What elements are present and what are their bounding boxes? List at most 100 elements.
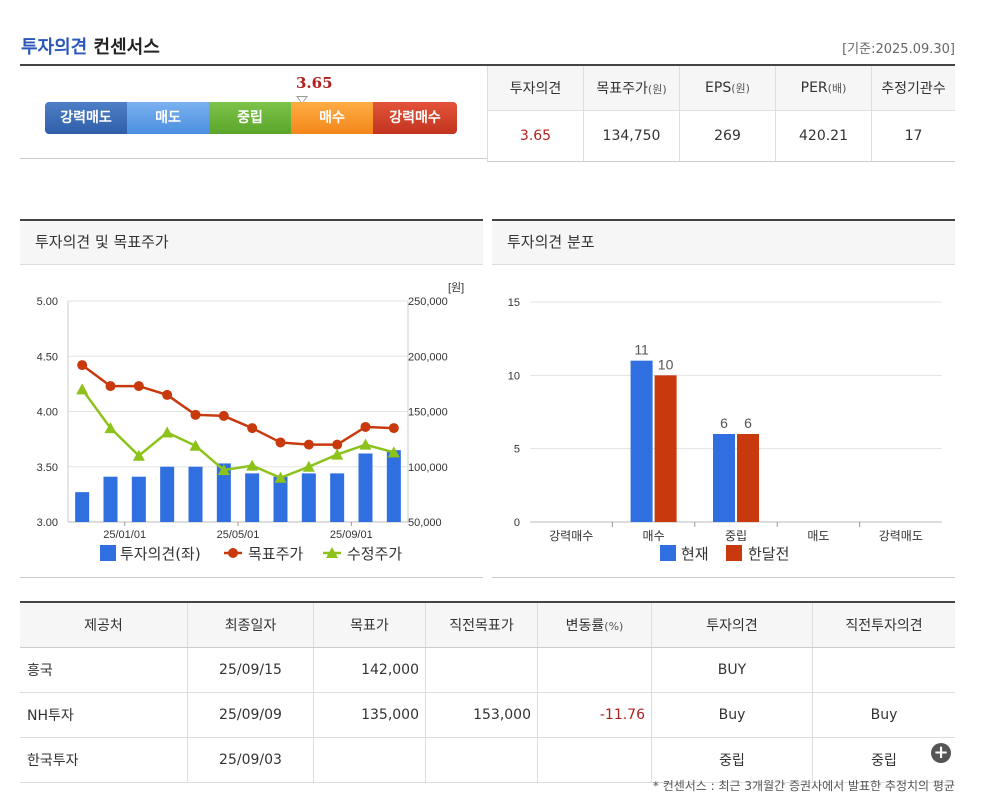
cell-change <box>537 647 652 693</box>
opinion-bar <box>75 492 90 522</box>
adjusted-price-point <box>302 460 315 472</box>
gauge-marker-inner <box>298 97 306 103</box>
legend-month-ago-label: 한달전 <box>748 545 789 563</box>
left-axis-tick-label: 5.00 <box>37 296 58 308</box>
expand-plus-icon[interactable]: + <box>931 743 951 763</box>
legend-target-point <box>228 548 238 558</box>
y-tick-label: 10 <box>508 370 520 382</box>
adjusted-price-point <box>76 383 89 395</box>
page-title-main: 투자의견 <box>21 37 88 58</box>
target-price-point <box>388 423 399 434</box>
target-price-point <box>247 423 258 434</box>
adjusted-price-point <box>359 438 372 450</box>
cell-opinion: Buy <box>651 692 813 738</box>
cell-change <box>537 737 652 783</box>
target-price-point <box>275 437 286 448</box>
cell-target: 135,000 <box>313 692 426 738</box>
col-change-unit: (%) <box>604 620 624 633</box>
gauge-divider <box>20 158 487 159</box>
opinion-bar <box>330 473 345 522</box>
target-price-point <box>133 381 144 392</box>
distribution-bar <box>713 434 735 522</box>
reference-date: [기준:2025.09.30] <box>842 42 955 57</box>
category-label: 매수 <box>643 529 665 543</box>
category-label: 중립 <box>725 529 747 543</box>
cell-prev-opinion: 중립 <box>812 737 955 783</box>
x-tick-label: 25/05/01 <box>217 529 260 541</box>
opinion-bar <box>103 476 118 522</box>
opinion-target-chart: 3.00 3.50 4.00 4.50 5.00 50,000 100,000 150,000… <box>37 281 465 563</box>
left-axis-tick-label: 4.50 <box>37 351 58 363</box>
opinion-target-panel-title: 투자의견 및 목표주가 <box>20 221 483 265</box>
summary-value-target: 134,750 <box>583 110 680 162</box>
opinion-target-panel: 투자의견 및 목표주가 3.00 3.50 4.00 4.50 5.00 50,000 10… <box>20 219 483 578</box>
left-axis-tick-label: 3.00 <box>37 517 58 529</box>
table-row[interactable]: 한국투자 25/09/03 중립 중립 <box>20 737 955 783</box>
right-axis-tick-label: 250,000 <box>408 296 448 308</box>
legend-adjusted-point <box>326 547 338 558</box>
gauge-segment-sell: 매도 <box>127 102 209 134</box>
summary-header-per-label: PER <box>800 80 828 96</box>
summary-header-count: 추정기관수 <box>871 66 955 111</box>
adjusted-price-point <box>387 446 400 458</box>
y-tick-label: 15 <box>508 297 520 309</box>
target-price-point <box>190 409 201 420</box>
cell-date: 25/09/15 <box>187 647 314 693</box>
adjusted-price-point <box>217 464 230 476</box>
page-title: 투자의견 컨센서스 <box>21 33 160 59</box>
x-tick-label: 25/01/01 <box>103 529 146 541</box>
opinion-distribution-panel-title: 투자의견 분포 <box>492 221 955 265</box>
right-axis-tick-label: 50,000 <box>408 517 442 529</box>
summary-value-per: 420.21 <box>775 110 872 162</box>
table-row[interactable]: 흥국 25/09/15 142,000 BUY <box>20 647 955 693</box>
footnote: * 컨센서스 : 최근 3개월간 증권사에서 발표한 추정치의 평균 <box>652 779 955 793</box>
legend-month-ago-swatch <box>726 545 742 561</box>
adjusted-price-point <box>246 459 259 471</box>
target-price-point <box>77 360 88 371</box>
cell-change: -11.76 <box>537 692 652 738</box>
target-price-point <box>218 410 229 421</box>
y-tick-label: 5 <box>514 444 520 456</box>
opinion-bar <box>131 476 146 522</box>
adjusted-price-point <box>189 439 202 451</box>
summary-header-opinion: 투자의견 <box>487 66 584 111</box>
target-price-line <box>81 364 394 446</box>
gauge-segment-buy: 매수 <box>291 102 373 134</box>
summary-header-target-label: 목표주가 <box>596 81 648 97</box>
opinion-bar <box>386 450 401 522</box>
adjusted-price-line <box>81 388 395 480</box>
target-price-point <box>360 421 371 432</box>
adjusted-price-point <box>132 449 145 461</box>
header-divider <box>20 64 955 66</box>
legend-current-swatch <box>660 545 676 561</box>
cell-prev-target: 153,000 <box>425 692 538 738</box>
summary-header-eps-unit: (원) <box>731 82 750 95</box>
left-axis-tick-label: 3.50 <box>37 462 58 474</box>
cell-opinion: 중립 <box>651 737 813 783</box>
cell-date: 25/09/09 <box>187 692 314 738</box>
summary-table: 투자의견 목표주가(원) EPS(원) PER(배) 추정기관수 3.65 13… <box>487 66 955 162</box>
summary-value-row: 3.65 134,750 269 420.21 17 <box>487 110 955 162</box>
summary-header-eps: EPS(원) <box>679 66 776 111</box>
table-row[interactable]: NH투자 25/09/09 135,000 153,000 -11.76 Buy… <box>20 692 955 738</box>
legend-opinion-label: 투자의견(좌) <box>120 545 201 563</box>
distribution-bar <box>630 360 653 522</box>
legend-opinion-swatch <box>100 545 116 561</box>
col-change: 변동률(%) <box>537 601 652 648</box>
adjusted-price-point <box>331 448 344 460</box>
summary-header-target-unit: (원) <box>647 83 667 96</box>
category-label: 매도 <box>807 529 829 543</box>
distribution-bar-label: 11 <box>634 342 649 358</box>
cell-prev-opinion: Buy <box>812 692 955 738</box>
left-axis-tick-label: 4.00 <box>37 407 58 419</box>
gauge-segment-neutral: 중립 <box>209 102 291 134</box>
adjusted-price-point <box>274 471 287 483</box>
gauge-value: 3.65 <box>296 74 333 92</box>
col-opinion: 투자의견 <box>651 601 813 648</box>
col-target: 목표가 <box>313 601 426 648</box>
cell-provider: NH투자 <box>20 692 188 738</box>
broker-table-header: 제공처 최종일자 목표가 직전목표가 변동률(%) 투자의견 직전투자의견 <box>20 601 955 648</box>
page-title-sub: 컨센서스 <box>93 37 160 58</box>
distribution-bar <box>654 375 677 522</box>
col-prev-opinion: 직전투자의견 <box>812 601 955 648</box>
